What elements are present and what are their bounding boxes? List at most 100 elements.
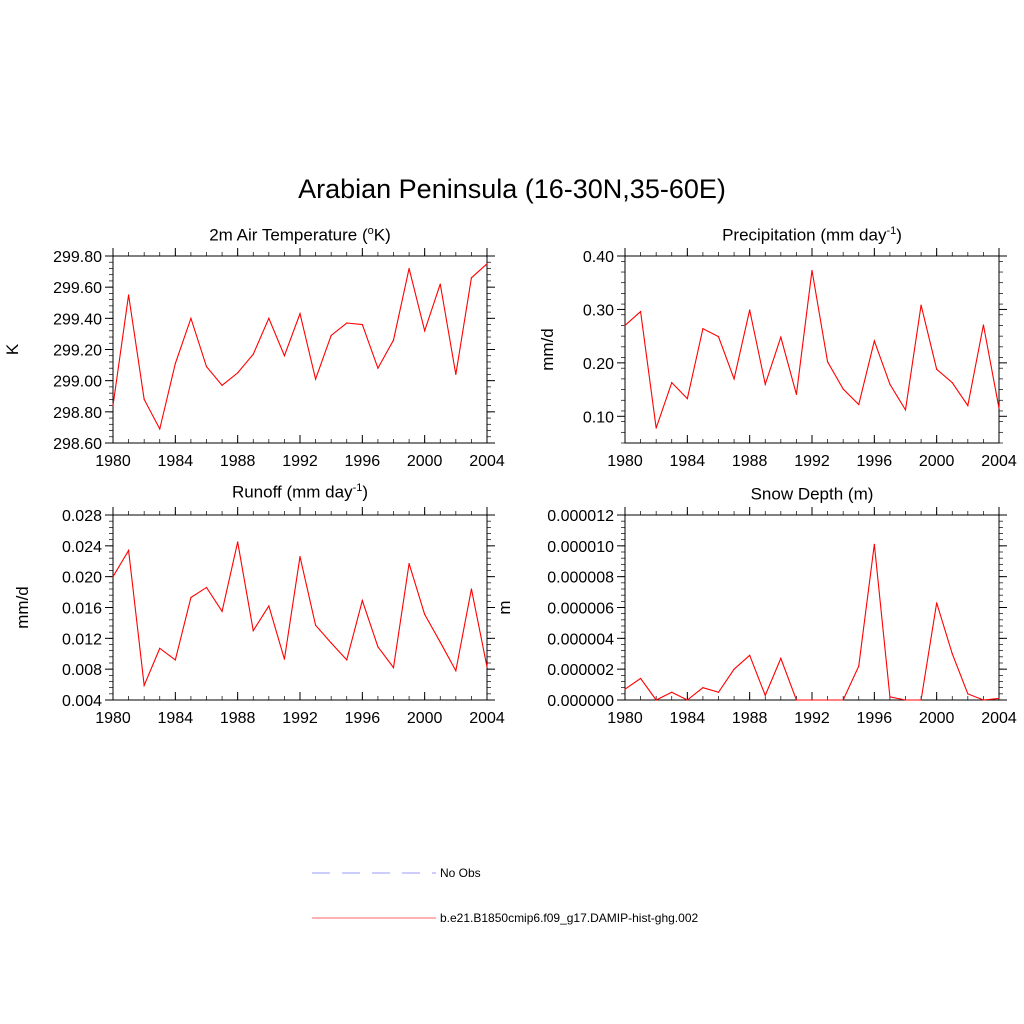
data-point <box>439 283 441 285</box>
x-tick-label: 2004 <box>469 710 505 727</box>
y-tick-label: 299.00 <box>53 374 102 391</box>
data-point <box>936 602 938 604</box>
data-point <box>873 543 875 545</box>
data-point <box>330 642 332 644</box>
data-point <box>314 624 317 626</box>
y-tick-label: 0.000000 <box>547 693 614 710</box>
panel-title-text: 2m Air Temperature ( <box>209 225 368 245</box>
data-point <box>686 699 688 701</box>
data-point <box>221 610 223 612</box>
chart-panel-4: 1980 1984 1988 1992 1996 2000 2004 0.000000 0.00… <box>495 507 1017 727</box>
data-point <box>842 388 844 390</box>
data-point <box>299 313 301 315</box>
y-tick-label: 0.40 <box>583 249 614 266</box>
x-tick-label: 2000 <box>919 710 955 727</box>
series-line <box>112 541 488 688</box>
data-point <box>424 330 426 332</box>
data-point <box>112 405 114 407</box>
data-point <box>920 699 922 701</box>
legend-label-no-obs: No Obs <box>440 866 481 880</box>
data-point <box>283 658 286 660</box>
panel-title-text: Runoff (mm day <box>231 482 353 502</box>
y-axis-label: K <box>3 343 22 355</box>
panel-title-suffix: K) <box>373 225 391 245</box>
series-line <box>624 544 1000 701</box>
data-point <box>764 383 766 385</box>
y-axis-label: mm/d <box>13 586 32 629</box>
x-tick-label: 1988 <box>732 453 768 470</box>
y-tick-label: 0.20 <box>583 356 614 373</box>
data-point <box>205 366 208 368</box>
y-tick-label: 0.30 <box>583 302 614 319</box>
x-tick-label: 2004 <box>981 453 1017 470</box>
data-point <box>717 691 720 693</box>
data-point <box>127 549 130 552</box>
y-tick-label: 0.000002 <box>547 662 614 679</box>
data-point <box>951 653 953 655</box>
data-point <box>889 383 891 385</box>
data-point <box>998 697 1000 700</box>
data-point <box>361 599 363 602</box>
panel-title-temperature: 2m Air Temperature (oK) <box>113 225 487 246</box>
y-tick-label: 0.000006 <box>547 601 614 618</box>
data-point <box>346 659 348 661</box>
y-tick-label: 0.10 <box>583 409 614 426</box>
y-tick-label: 0.000004 <box>547 631 614 648</box>
y-tick-label: 0.000008 <box>547 570 614 587</box>
data-point <box>951 382 953 384</box>
data-point <box>424 613 426 616</box>
series-line <box>624 270 1000 429</box>
data-point <box>749 654 751 656</box>
data-point <box>936 368 938 370</box>
data-point <box>408 562 410 565</box>
x-tick-label: 1996 <box>345 710 381 727</box>
data-point <box>904 699 907 701</box>
data-point <box>470 588 473 590</box>
x-tick-label: 1992 <box>794 453 830 470</box>
data-point <box>190 596 192 599</box>
x-tick-label: 2004 <box>981 710 1017 727</box>
panel-title-sup: o <box>367 225 374 237</box>
x-tick-label: 1984 <box>158 710 194 727</box>
data-point <box>330 334 332 337</box>
x-tick-label: 1988 <box>220 710 256 727</box>
y-tick-label: 0.020 <box>62 570 102 587</box>
data-point <box>408 267 410 270</box>
x-tick-label: 1988 <box>732 710 768 727</box>
data-point <box>143 684 145 686</box>
x-tick-label: 1980 <box>95 453 131 470</box>
data-point <box>780 336 782 338</box>
data-point <box>717 336 720 338</box>
chart-panel-3: 1980 1984 1988 1992 1996 2000 2004 0.004 0.008 0.… <box>13 507 505 727</box>
x-tick-label: 1980 <box>607 453 643 470</box>
data-point <box>174 362 176 365</box>
data-point <box>252 630 254 632</box>
y-tick-label: 0.004 <box>62 693 102 710</box>
data-point <box>671 382 673 384</box>
data-point <box>221 384 223 386</box>
data-point <box>639 310 642 313</box>
data-point <box>159 647 161 649</box>
data-point <box>112 576 114 578</box>
data-point <box>889 696 891 698</box>
data-point <box>671 691 673 693</box>
y-tick-label: 299.60 <box>53 280 102 297</box>
y-tick-label: 299.40 <box>53 311 102 328</box>
y-tick-label: 299.80 <box>53 249 102 266</box>
plot-frame <box>112 514 488 701</box>
data-point <box>655 699 657 701</box>
data-point <box>377 646 379 648</box>
y-axis-label: m <box>495 600 514 614</box>
panel-title-suffix: ) <box>362 482 369 502</box>
series-line <box>112 263 488 431</box>
data-point <box>470 277 473 279</box>
x-tick-label: 2000 <box>407 710 443 727</box>
plot-frame <box>112 255 488 444</box>
x-tick-label: 1996 <box>857 453 893 470</box>
y-tick-label: 0.028 <box>62 508 102 525</box>
data-point <box>733 378 735 380</box>
data-point <box>920 304 922 306</box>
x-tick-label: 1984 <box>158 453 194 470</box>
y-axis-label: mm/d <box>538 328 557 371</box>
data-point <box>143 398 145 400</box>
